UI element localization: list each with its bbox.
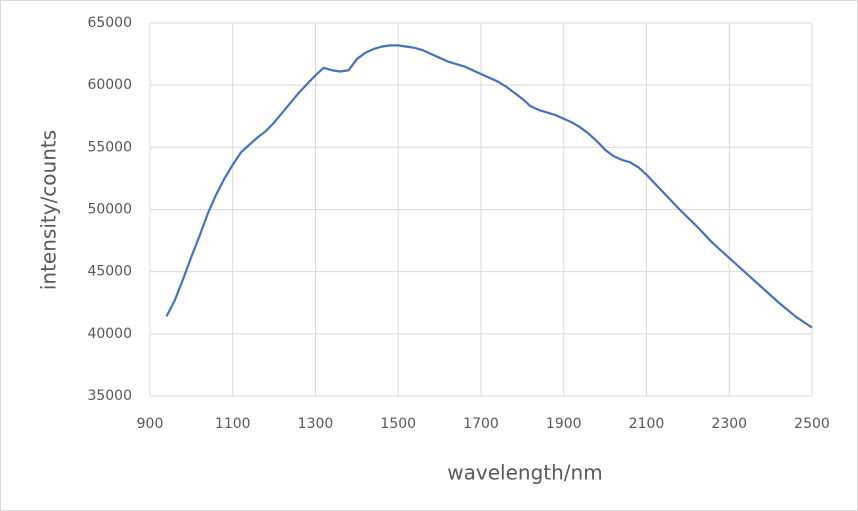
x-tick-label: 2300 [711,416,747,432]
x-tick-label: 1100 [215,416,251,432]
y-tick-label: 65000 [87,15,132,31]
x-tick-label: 2100 [629,416,665,432]
x-axis-title: wavelength/nm [447,461,602,485]
y-tick-label: 35000 [87,388,132,404]
data-line [165,44,813,329]
x-tick-label: 1700 [463,416,499,432]
y-tick-label: 50000 [87,202,132,218]
y-tick-label: 55000 [87,139,132,155]
y-axis-title: intensity/counts [37,130,61,290]
y-tick-label: 45000 [87,264,132,280]
x-tick-label: 2500 [794,416,830,432]
x-tick-label: 1900 [546,416,582,432]
x-tick-label: 1300 [298,416,334,432]
x-tick-label: 1500 [380,416,416,432]
y-tick-label: 60000 [87,77,132,93]
y-tick-label: 40000 [87,326,132,342]
x-tick-label: 900 [137,416,164,432]
